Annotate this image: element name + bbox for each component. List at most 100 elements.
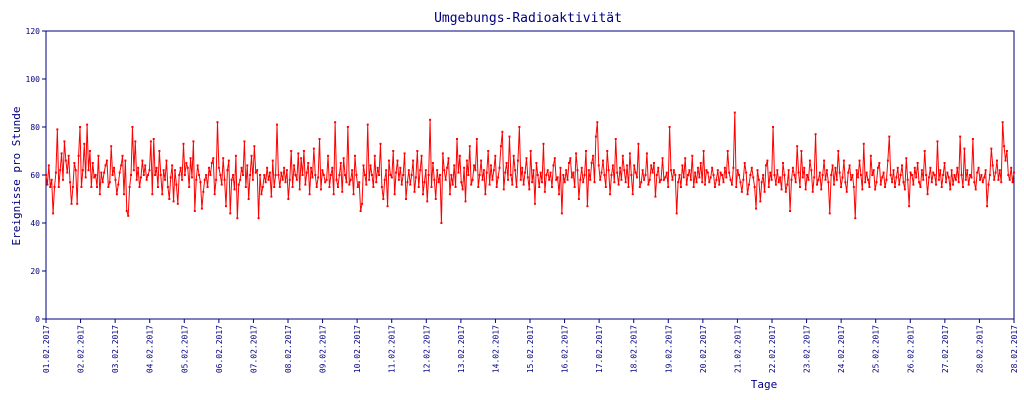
data-point xyxy=(108,181,111,184)
data-point xyxy=(655,174,658,176)
data-point xyxy=(490,164,493,167)
data-point xyxy=(967,183,970,186)
data-point xyxy=(494,154,497,157)
data-point xyxy=(592,154,595,157)
data-point xyxy=(132,169,135,172)
data-point xyxy=(926,193,929,196)
data-point xyxy=(233,188,236,191)
series-layer xyxy=(45,111,1015,224)
data-point xyxy=(338,174,341,176)
data-point xyxy=(779,176,782,179)
data-point xyxy=(505,162,508,164)
data-point xyxy=(944,181,947,184)
data-point xyxy=(216,121,219,124)
data-point xyxy=(706,171,709,174)
data-point xyxy=(104,164,107,167)
data-point xyxy=(232,174,235,176)
data-point xyxy=(351,169,354,172)
data-point xyxy=(614,138,617,140)
data-point xyxy=(369,164,372,167)
data-point xyxy=(687,174,690,176)
data-point xyxy=(616,171,619,174)
data-point xyxy=(774,183,777,186)
data-point xyxy=(660,178,663,181)
data-point xyxy=(310,166,313,169)
data-point xyxy=(573,186,576,188)
data-point xyxy=(83,142,86,145)
data-point xyxy=(81,169,84,172)
data-point xyxy=(251,178,254,181)
data-point xyxy=(329,174,332,176)
data-point xyxy=(797,171,800,174)
data-point xyxy=(634,171,637,174)
data-point xyxy=(76,202,79,205)
data-point xyxy=(749,174,752,176)
data-point xyxy=(448,193,451,196)
x-tick-label-10: 11.02.2017 xyxy=(388,325,397,373)
data-point xyxy=(978,178,981,181)
data-point xyxy=(103,171,106,174)
data-point xyxy=(444,178,447,181)
data-point xyxy=(113,166,116,169)
data-point xyxy=(699,162,702,164)
data-point xyxy=(107,186,110,188)
data-point xyxy=(627,186,630,188)
data-point xyxy=(865,171,868,174)
data-point xyxy=(69,181,72,184)
data-point xyxy=(399,166,402,169)
data-point xyxy=(175,183,178,186)
data-point xyxy=(852,186,855,188)
data-point xyxy=(392,150,395,152)
data-point xyxy=(390,176,393,179)
data-point xyxy=(847,171,850,174)
data-point xyxy=(491,178,494,181)
data-point xyxy=(845,190,848,193)
data-point xyxy=(424,169,427,172)
data-point xyxy=(626,164,629,167)
data-point xyxy=(363,174,366,176)
data-point xyxy=(90,186,93,188)
data-point xyxy=(772,126,775,128)
data-point xyxy=(1000,181,1003,184)
data-point xyxy=(892,169,895,172)
data-point xyxy=(205,174,208,176)
data-point xyxy=(935,183,938,186)
data-point xyxy=(923,150,926,152)
data-point xyxy=(70,202,73,205)
data-point xyxy=(842,159,845,162)
data-point xyxy=(79,126,82,128)
data-point xyxy=(927,176,930,179)
data-point xyxy=(498,166,501,169)
data-point xyxy=(379,142,382,145)
data-point xyxy=(84,176,87,179)
data-point xyxy=(789,210,792,212)
data-point xyxy=(522,183,525,186)
data-point xyxy=(359,210,362,212)
data-point xyxy=(609,193,612,196)
data-point xyxy=(422,193,424,196)
data-point xyxy=(752,176,755,179)
data-point xyxy=(743,162,746,164)
data-point xyxy=(922,178,925,181)
data-point xyxy=(977,166,980,169)
data-point xyxy=(461,188,464,191)
data-point xyxy=(718,183,721,186)
x-tick-label-13: 14.02.2017 xyxy=(491,325,500,373)
data-point xyxy=(352,193,355,196)
data-point xyxy=(224,205,227,208)
data-point xyxy=(763,190,766,193)
data-point xyxy=(817,178,820,181)
data-point xyxy=(528,188,531,191)
data-point xyxy=(946,171,949,174)
data-point xyxy=(410,174,413,176)
data-point xyxy=(118,171,121,174)
data-point xyxy=(293,164,296,167)
data-point xyxy=(386,205,389,208)
data-point xyxy=(947,176,950,179)
data-point xyxy=(349,178,352,181)
data-point xyxy=(222,157,225,160)
data-point xyxy=(206,186,209,188)
data-point xyxy=(620,178,623,181)
data-point xyxy=(518,126,521,128)
